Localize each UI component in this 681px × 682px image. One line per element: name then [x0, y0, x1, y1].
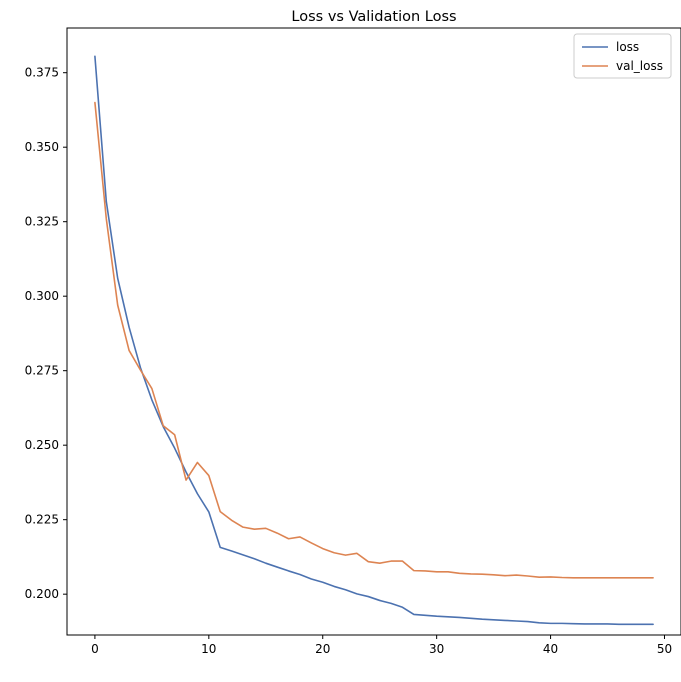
x-tick-label: 0: [91, 642, 99, 656]
chart-title: Loss vs Validation Loss: [291, 9, 456, 25]
legend-label-loss: loss: [616, 40, 639, 54]
y-tick-label: 0.225: [25, 513, 59, 527]
series-layer: [94, 55, 654, 626]
legend: loss val_loss: [573, 33, 672, 79]
legend-label-val-loss: val_loss: [616, 59, 663, 73]
x-tick-label: 20: [315, 642, 330, 656]
x-tick-label: 40: [543, 642, 558, 656]
y-axis: 0.200 0.225 0.250 0.275 0.300 0.325 0.350 0.375: [25, 66, 67, 601]
legend-box: [573, 33, 672, 79]
x-tick-label: 30: [429, 642, 444, 656]
series-line-loss: [94, 55, 654, 626]
y-tick-label: 0.250: [25, 438, 59, 452]
series-line-val-loss: [94, 101, 654, 579]
x-tick-label: 50: [657, 642, 672, 656]
y-tick-label: 0.275: [25, 364, 59, 378]
x-tick-label: 10: [201, 642, 216, 656]
y-tick-label: 0.325: [25, 215, 59, 229]
y-tick-label: 0.200: [25, 587, 59, 601]
y-tick-label: 0.375: [25, 66, 59, 80]
y-tick-label: 0.300: [25, 289, 59, 303]
x-axis: 0 10 20 30 40 50: [91, 635, 672, 656]
plot-frame: [66, 27, 681, 636]
y-tick-label: 0.350: [25, 140, 59, 154]
